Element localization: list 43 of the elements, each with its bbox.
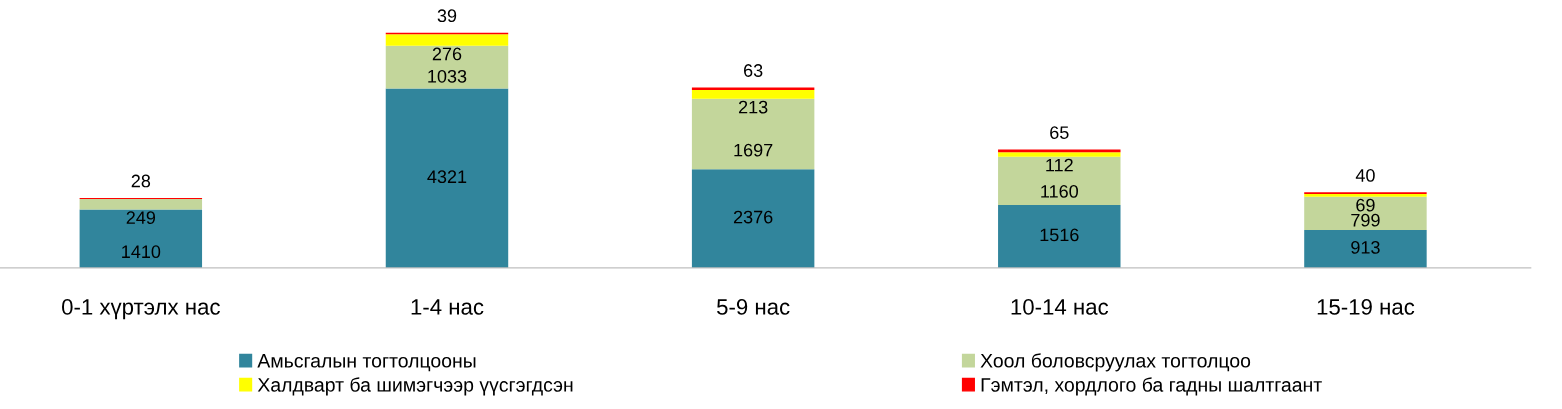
bar <box>79 209 203 268</box>
bar <box>998 149 1121 153</box>
data-label: 2376 <box>733 210 773 224</box>
bar <box>385 45 509 89</box>
bar <box>1304 230 1427 268</box>
data-label: 65 <box>1050 126 1069 139</box>
legend-label: Гэмтэл, хордлого ба гадны шалтгаант <box>981 377 1322 396</box>
bar <box>385 34 509 46</box>
bar <box>691 87 815 91</box>
bar <box>998 204 1121 268</box>
bar <box>691 90 815 99</box>
x-tick-label: 1-4 нас <box>411 299 484 315</box>
bar <box>691 98 815 170</box>
data-label: 69 <box>1356 198 1375 212</box>
x-tick-label: 0-1 хүртэлх нас <box>62 299 220 320</box>
bar <box>385 88 509 268</box>
bar <box>998 156 1121 205</box>
data-label: 63 <box>744 64 763 77</box>
data-label: 4321 <box>427 170 467 184</box>
data-label: 1033 <box>428 69 467 83</box>
x-tick-label: 10-14 нас <box>1011 299 1109 315</box>
data-label: 40 <box>1355 169 1375 182</box>
data-label: 799 <box>1351 213 1380 227</box>
legend-label: Хоол боловсруулах тогтолцоо <box>980 353 1251 372</box>
data-label: 1697 <box>734 143 773 157</box>
data-label: 112 <box>1046 158 1073 172</box>
bar <box>1304 196 1427 231</box>
bar <box>79 199 203 210</box>
bar <box>998 152 1121 157</box>
x-tick-label: 15-19 нас <box>1317 299 1415 315</box>
bar <box>691 169 815 268</box>
data-label: 1516 <box>1040 228 1079 242</box>
data-label: 249 <box>126 211 156 225</box>
data-label: 1160 <box>1041 185 1078 198</box>
legend-label: Амьсгалын тогтолцооны <box>257 354 476 372</box>
data-label: 39 <box>437 9 457 23</box>
data-label: 28 <box>131 174 151 188</box>
legend-label: Халдварт ба шимэгчээр үүсгэгдсэн <box>257 377 573 396</box>
data-label: 913 <box>1351 241 1380 254</box>
x-tick-label: 5-9 нас <box>717 299 790 315</box>
data-label: 276 <box>432 47 462 61</box>
data-label: 1410 <box>122 245 161 259</box>
data-label: 213 <box>738 100 768 114</box>
